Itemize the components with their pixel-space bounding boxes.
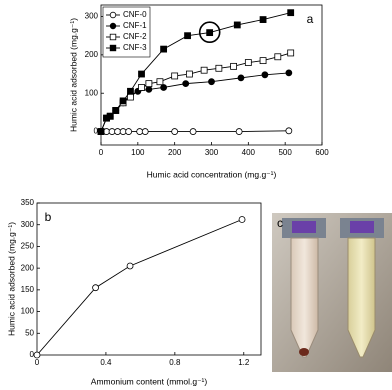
marker [97, 128, 105, 135]
marker [182, 80, 190, 88]
y-tick-label: 250 [21, 242, 35, 251]
marker [114, 128, 121, 135]
marker [274, 53, 282, 61]
tube [290, 237, 319, 358]
plot-frame [36, 202, 262, 356]
marker [261, 71, 269, 79]
marker [106, 112, 114, 120]
marker [103, 128, 110, 135]
tube-cap-band [292, 221, 316, 233]
y-axis-label: Humic acid adsorbed (mg.g⁻¹) [68, 18, 78, 132]
marker [138, 70, 145, 78]
y-tick-label: 100 [85, 88, 99, 97]
marker [208, 78, 215, 86]
marker [33, 351, 41, 359]
legend-label: CNF-0 [123, 10, 147, 19]
x-tick-label: 500 [278, 148, 292, 157]
marker [109, 33, 117, 41]
x-tick-label: 1.2 [238, 358, 250, 367]
marker [127, 87, 134, 95]
sediment [299, 348, 309, 356]
marker [125, 128, 133, 135]
marker [206, 29, 214, 37]
marker [200, 66, 208, 74]
chart: 0 0.4 0.8 1.2 0 50 100 150 200 250 300 350 Ammonium … [6, 198, 262, 386]
x-axis-label: Ammonium content (mmol.g⁻¹) [91, 376, 208, 386]
marker [112, 107, 120, 114]
x-tick-label: 300 [205, 148, 219, 157]
panel-label: a [307, 12, 314, 26]
x-tick-label: 400 [242, 148, 256, 157]
x-tick-label: 200 [168, 148, 182, 157]
panel-label: c [277, 216, 283, 230]
y-tick-label: 300 [21, 220, 35, 229]
marker [92, 284, 99, 292]
legend-label: CNF-3 [123, 43, 147, 52]
marker [230, 62, 238, 70]
marker [171, 72, 179, 80]
marker [108, 128, 116, 135]
marker [238, 216, 246, 223]
y-tick-label: 200 [21, 263, 35, 272]
marker [119, 128, 127, 135]
marker [145, 85, 153, 93]
marker [126, 262, 134, 270]
marker [127, 93, 134, 101]
x-tick-label: 0 [35, 358, 40, 367]
marker [184, 32, 191, 40]
marker [119, 97, 127, 105]
y-tick-label: 0 [94, 127, 99, 136]
marker [285, 69, 293, 77]
tube-cap-band [350, 221, 374, 233]
marker [109, 44, 117, 52]
chart: 0 100 200 300 400 500 600 0 100 200 300 Humic acid … [68, 4, 329, 179]
legend-label: CNF-1 [123, 21, 147, 30]
y-tick-label: 100 [21, 307, 35, 316]
highlight-circle [198, 21, 221, 44]
marker [287, 49, 295, 57]
marker [109, 11, 117, 19]
x-tick-label: 0.8 [169, 358, 181, 367]
marker [244, 59, 252, 66]
legend-label: CNF-2 [123, 32, 147, 41]
x-axis-label: Humic acid concentration (mg.g⁻¹) [147, 169, 277, 179]
photo: c [272, 213, 392, 372]
y-tick-label: 50 [25, 328, 34, 337]
marker [160, 45, 168, 53]
marker [185, 70, 193, 78]
x-tick-label: 600 [315, 148, 329, 157]
y-tick-label: 350 [21, 198, 35, 207]
marker [287, 9, 295, 17]
series-line [36, 219, 243, 356]
marker [141, 128, 149, 135]
y-tick-label: 200 [85, 50, 99, 59]
y-tick-label: 0 [30, 350, 35, 359]
series-line [100, 72, 289, 132]
marker [171, 128, 179, 135]
marker [136, 128, 144, 135]
x-tick-label: 100 [131, 148, 145, 157]
tube [347, 237, 376, 358]
y-tick-label: 300 [85, 12, 99, 21]
y-tick-label: 150 [21, 285, 35, 294]
marker [215, 64, 223, 72]
marker [285, 127, 293, 135]
marker [237, 74, 245, 82]
marker [156, 78, 164, 86]
marker [233, 21, 241, 29]
marker [145, 80, 153, 88]
marker [235, 128, 243, 135]
marker [160, 84, 168, 91]
panel-label: b [45, 210, 52, 224]
marker [138, 84, 145, 91]
marker [259, 16, 267, 23]
x-tick-label: 0.4 [100, 358, 112, 367]
marker [109, 22, 117, 30]
y-axis-label: Humic acid adsorbed (mg.g⁻¹) [6, 222, 16, 336]
x-tick-label: 0 [99, 148, 104, 157]
marker [259, 57, 267, 65]
marker [189, 128, 197, 135]
